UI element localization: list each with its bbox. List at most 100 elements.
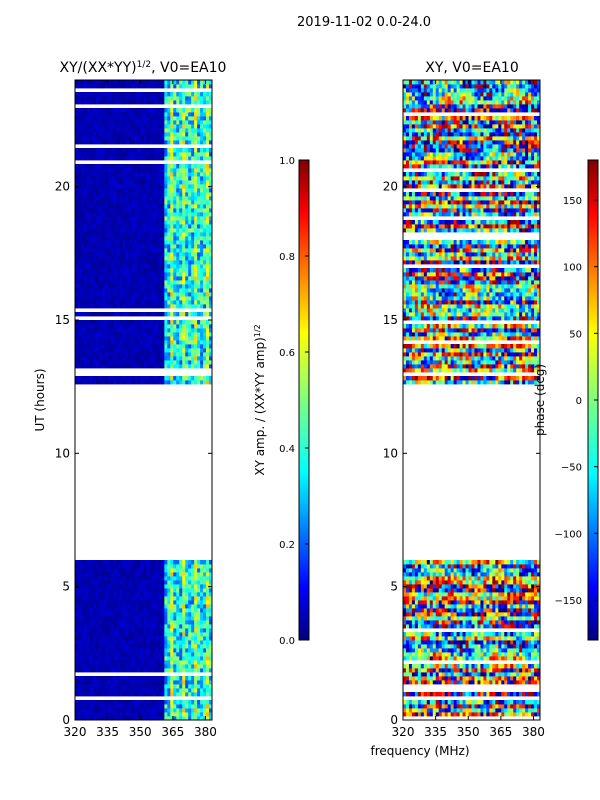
amplitude-heatmap-cell <box>119 704 124 709</box>
amplitude-heatmap-cell <box>188 708 192 713</box>
amplitude-heatmap-cell <box>149 176 153 181</box>
amplitude-heatmap-cell <box>110 132 115 137</box>
amplitude-heatmap-cell <box>188 128 192 133</box>
amplitude-heatmap-cell <box>173 128 177 133</box>
amplitude-heatmap-cell <box>89 256 94 261</box>
amplitude-heatmap-cell <box>158 184 162 189</box>
amplitude-heatmap-cell <box>149 348 153 353</box>
amplitude-heatmap-cell <box>197 296 201 301</box>
amplitude-heatmap-cell <box>101 356 106 361</box>
amplitude-heatmap-cell <box>161 124 165 129</box>
amplitude-heatmap-cell <box>143 704 147 709</box>
amplitude-heatmap-cell <box>75 324 79 329</box>
amplitude-heatmap-cell <box>134 348 138 353</box>
amplitude-heatmap-cell <box>98 188 103 193</box>
amplitude-heatmap-cell <box>188 256 192 261</box>
amplitude-heatmap-cell <box>152 140 156 145</box>
amplitude-heatmap-cell <box>206 564 210 569</box>
phase-heatmap-cell <box>477 712 481 717</box>
amplitude-heatmap-cell <box>80 596 85 601</box>
amplitude-heatmap-cell <box>98 612 103 617</box>
amplitude-heatmap-cell <box>155 260 159 265</box>
amplitude-heatmap-cell <box>101 228 106 233</box>
amplitude-heatmap-cell <box>194 152 198 157</box>
amplitude-heatmap-cell <box>122 236 127 241</box>
amplitude-heatmap-cell <box>134 280 138 285</box>
amplitude-heatmap-cell <box>116 240 121 245</box>
amplitude-heatmap-cell <box>137 352 141 357</box>
amplitude-heatmap-cell <box>194 324 198 329</box>
amplitude-heatmap-cell <box>191 652 195 657</box>
amplitude-heatmap-cell <box>95 700 100 705</box>
amplitude-heatmap-cell <box>143 592 147 597</box>
amplitude-heatmap-cell <box>125 312 130 317</box>
amplitude-heatmap-cell <box>83 288 88 293</box>
amplitude-heatmap-cell <box>104 112 109 117</box>
amplitude-heatmap-cell <box>116 280 121 285</box>
amplitude-heatmap-cell <box>197 140 201 145</box>
amplitude-heatmap-cell <box>176 272 180 277</box>
amplitude-heatmap-cell <box>125 620 130 625</box>
amplitude-heatmap-cell <box>155 568 159 573</box>
amplitude-heatmap-cell <box>110 692 115 697</box>
amplitude-heatmap-cell <box>125 364 130 369</box>
amplitude-heatmap-cell <box>173 584 177 589</box>
amplitude-heatmap-cell <box>113 564 118 569</box>
amplitude-heatmap-cell <box>149 656 153 661</box>
amplitude-heatmap-cell <box>125 236 130 241</box>
amplitude-heatmap-cell <box>158 136 162 141</box>
amplitude-heatmap-cell <box>206 624 210 629</box>
amplitude-heatmap-cell <box>155 712 159 717</box>
amplitude-heatmap-cell <box>203 120 207 125</box>
amplitude-heatmap-cell <box>188 596 192 601</box>
amplitude-heatmap-cell <box>95 164 100 169</box>
amplitude-heatmap-cell <box>92 236 97 241</box>
amplitude-heatmap-cell <box>149 616 153 621</box>
amplitude-heatmap-cell <box>95 120 100 125</box>
amplitude-heatmap-cell <box>137 656 141 661</box>
amplitude-heatmap-cell <box>125 340 130 345</box>
amplitude-heatmap-cell <box>203 80 207 85</box>
amplitude-heatmap-cell <box>89 596 94 601</box>
amplitude-heatmap-cell <box>134 628 138 633</box>
amplitude-heatmap-cell <box>107 636 112 641</box>
amplitude-heatmap-cell <box>161 380 165 385</box>
amplitude-heatmap-cell <box>77 712 82 717</box>
amplitude-heatmap-cell <box>113 156 118 161</box>
amplitude-heatmap-cell <box>134 220 138 225</box>
amplitude-heatmap-cell <box>179 716 183 721</box>
amplitude-heatmap-cell <box>143 248 147 253</box>
amplitude-heatmap-cell <box>125 692 130 697</box>
amplitude-heatmap-cell <box>128 340 132 345</box>
amplitude-heatmap-cell <box>146 180 150 185</box>
amplitude-heatmap-cell <box>209 112 213 117</box>
amplitude-heatmap-cell <box>164 84 168 89</box>
amplitude-heatmap-cell <box>173 656 177 661</box>
amplitude-heatmap-cell <box>161 628 165 633</box>
amplitude-heatmap-cell <box>191 588 195 593</box>
amplitude-heatmap-cell <box>104 212 109 217</box>
amplitude-heatmap-cell <box>161 168 165 173</box>
amplitude-heatmap-cell <box>191 320 195 325</box>
amplitude-heatmap-cell <box>104 236 109 241</box>
amplitude-heatmap-cell <box>176 360 180 365</box>
amplitude-heatmap-cell <box>170 148 174 153</box>
amplitude-heatmap-cell <box>146 632 150 637</box>
amplitude-heatmap-cell <box>77 188 82 193</box>
amplitude-heatmap-cell <box>101 152 106 157</box>
amplitude-heatmap-cell <box>128 236 132 241</box>
amplitude-heatmap-cell <box>188 344 192 349</box>
amplitude-heatmap-cell <box>158 572 162 577</box>
amplitude-heatmap-cell <box>119 224 124 229</box>
amplitude-heatmap-cell <box>110 240 115 245</box>
amplitude-heatmap-cell <box>125 180 130 185</box>
amplitude-heatmap-cell <box>185 584 189 589</box>
amplitude-heatmap-cell <box>134 140 138 145</box>
amplitude-heatmap-cell <box>119 364 124 369</box>
amplitude-heatmap-cell <box>116 268 121 273</box>
amplitude-heatmap-cell <box>77 380 82 385</box>
amplitude-heatmap-cell <box>200 336 204 341</box>
amplitude-heatmap-cell <box>134 568 138 573</box>
amplitude-heatmap-cell <box>122 300 127 305</box>
amplitude-heatmap-cell <box>86 100 91 105</box>
